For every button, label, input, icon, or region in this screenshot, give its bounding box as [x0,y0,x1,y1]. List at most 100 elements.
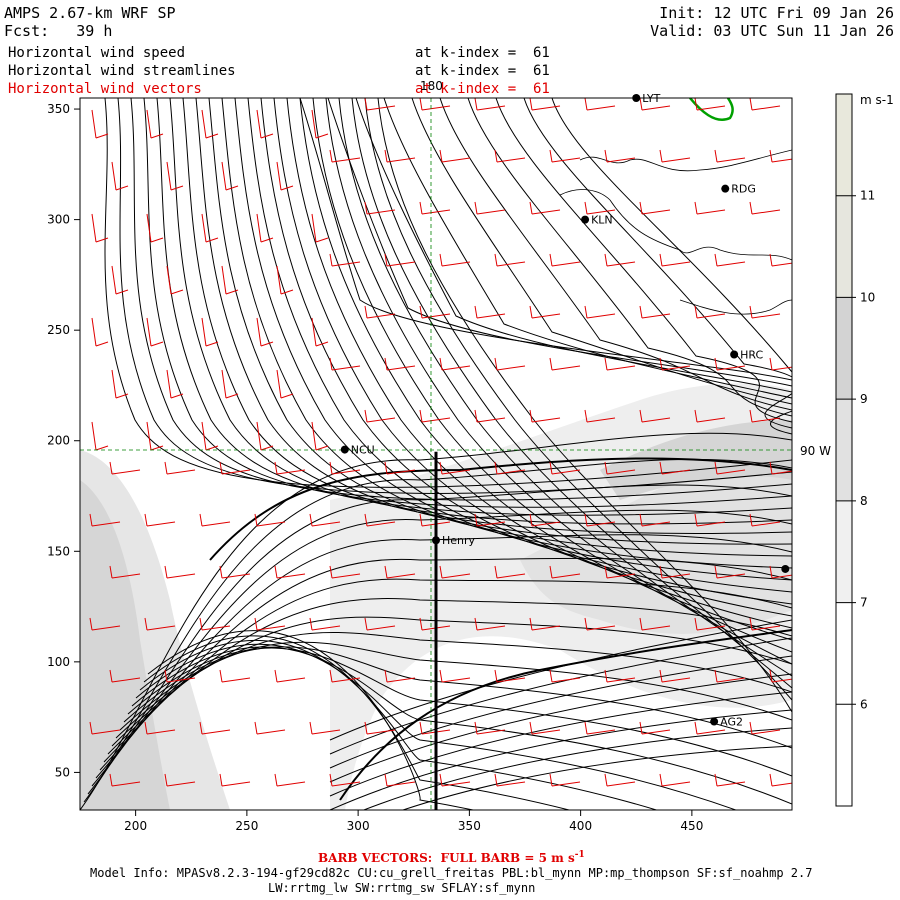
wind-barb-flag [144,617,148,631]
wind-barb-flag [164,461,168,475]
wind-barb-flag [659,149,663,163]
wind-barb [91,213,109,243]
wind-barb-flag [364,201,368,215]
wind-barb-shaft [311,729,341,735]
wind-barb-shaft [606,261,636,267]
wind-barb-shaft [256,109,262,139]
wind-barb [384,357,416,371]
wind-barb [639,201,671,215]
colorbar-tick-label: 10 [860,290,875,304]
wind-barb-shaft [586,105,616,111]
wind-barb [276,161,294,191]
colorbar-band [836,500,852,603]
wind-barb-shaft [551,677,581,683]
station-label: HRC [740,348,763,361]
wind-barb [494,357,526,371]
wind-barb-flag [315,341,329,347]
wind-barb-flag [714,461,718,475]
streamline [327,98,792,387]
wind-barb-flag [639,409,643,423]
wind-barb-flag [205,445,219,451]
wind-barb-shaft [696,417,726,423]
colorbar-band [836,602,852,705]
wind-barb [166,369,184,399]
wind-barb-flag [604,357,608,371]
wind-barb [311,317,329,347]
wind-barb-shaft [311,421,317,451]
wind-barb [199,721,231,735]
wind-barb [694,98,726,111]
station-marker [432,536,440,545]
wind-barb [639,513,671,527]
wind-barb-shaft [531,417,561,423]
wind-barb-flag [364,721,368,735]
wind-barb-flag [769,253,773,267]
wind-barb [364,617,396,631]
wind-barb-shaft [221,369,227,399]
wind-barb-flag [89,721,93,735]
wind-barb-shaft [496,261,526,267]
wind-barb-shaft [441,781,471,787]
wind-barb-flag [694,201,698,215]
wind-barb-shaft [771,574,792,579]
wind-barb [384,461,416,475]
wind-barb [419,201,451,215]
wind-barb [529,409,561,423]
wind-barb-flag [439,357,443,371]
wind-barb [256,421,274,451]
wind-barb-shaft [91,625,121,631]
wind-barb-shaft [641,313,671,319]
wind-barb-shaft [476,417,506,423]
wind-barb-flag [260,341,274,347]
streamline [123,646,792,749]
wind-barb [584,98,616,111]
wind-barb-flag [164,669,168,683]
wind-barb-flag [769,773,773,787]
streamline [329,673,792,783]
wind-barb-flag [474,305,478,319]
wind-barb-flag [260,445,274,451]
wind-barb [549,149,581,163]
wind-barb-shaft [201,213,207,243]
wind-barb-shaft [751,105,781,111]
wind-barb [419,98,451,111]
wind-barb-shaft [111,265,117,295]
colorbar-unit: m s-1 [860,93,894,107]
wind-barb-flag [604,253,608,267]
streamline [208,98,792,557]
wind-barb [639,305,671,319]
wind-barb-shaft [386,157,416,163]
wind-barb [604,773,636,787]
wind-barb-flag [329,669,333,683]
wind-barb-shaft [111,161,117,191]
wind-barb-shaft [366,729,396,735]
wind-barb-flag [164,773,168,787]
wind-barb-shaft [696,521,726,527]
wind-barb-flag [419,721,423,735]
streamline [156,98,792,516]
wind-barb-flag [384,565,388,579]
x-tick-label: 300 [347,819,370,833]
wind-barb [146,109,164,139]
wind-barb [201,421,219,451]
wind-barb-shaft [641,521,671,527]
wind-barb-shaft [221,677,251,683]
wind-barb-shaft [366,209,396,215]
colorbar-tick-label: 11 [860,189,875,203]
wind-barb-flag [474,513,478,527]
wind-barb [639,721,671,735]
wind-barb [219,461,251,475]
wind-barb-flag [494,669,498,683]
streamline [299,98,792,641]
streamline [80,432,792,810]
streamline [115,632,792,739]
wind-barb [529,201,561,215]
wind-barb-flag [584,721,588,735]
wind-barb [749,98,781,111]
wind-barb-flag [364,305,368,319]
wind-barb-shaft [146,109,152,139]
wind-barb-shaft [421,105,451,111]
wind-barb-shaft [221,573,251,579]
wind-barb [311,213,329,243]
streamline [107,598,792,755]
